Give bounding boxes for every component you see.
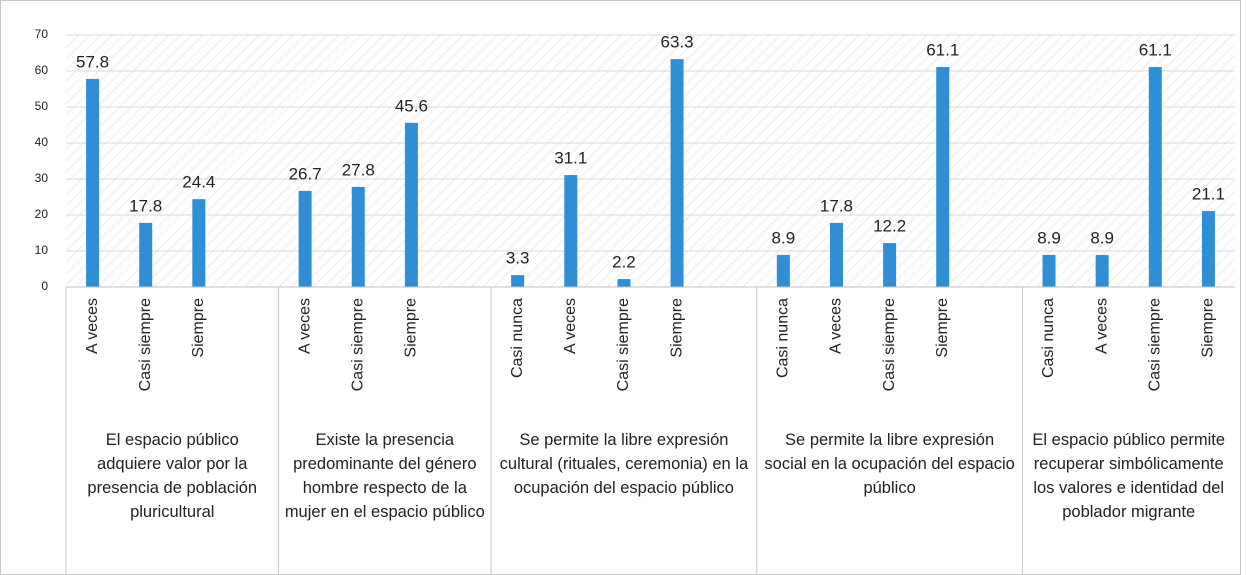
value-label: 8.9 (1037, 228, 1061, 247)
y-tick-label: 20 (35, 207, 49, 221)
bar (670, 59, 684, 288)
x-tick-label: Casi nunca (1040, 298, 1057, 378)
x-tick-label: Siempre (190, 298, 207, 358)
x-tick-label: Casi siempre (349, 298, 366, 391)
x-tick-label: Casi nunca (509, 298, 526, 378)
bar (1148, 67, 1162, 287)
value-label: 61.1 (1139, 41, 1172, 60)
y-tick-label: 50 (35, 99, 49, 113)
x-tick-label: A veces (84, 298, 101, 354)
value-label: 26.7 (289, 164, 322, 183)
bar (564, 175, 578, 287)
y-tick-label: 10 (35, 243, 49, 257)
bar (1042, 254, 1056, 287)
y-tick-label: 30 (35, 171, 49, 185)
bar (936, 67, 950, 287)
x-tick-label: Casi siempre (1147, 298, 1164, 391)
value-label: 21.1 (1192, 185, 1225, 204)
value-label: 63.3 (661, 33, 694, 52)
value-label: 17.8 (129, 196, 162, 215)
x-tick-label: Siempre (403, 298, 420, 358)
bar (86, 78, 100, 287)
bar (776, 254, 790, 287)
x-tick-label: A veces (828, 298, 845, 354)
x-tick-label: Siempre (934, 298, 951, 358)
x-tick-label: Siempre (1200, 298, 1217, 358)
group-label: Existe la presencia predominante del gén… (284, 431, 485, 521)
bar (511, 275, 525, 287)
bar (139, 222, 153, 287)
bar (1095, 254, 1109, 287)
bar (1201, 211, 1215, 287)
group-label: El espacio público permite recuperar sim… (1032, 431, 1226, 521)
x-tick-label: A veces (296, 298, 313, 354)
y-tick-label: 0 (41, 279, 48, 293)
plot-background (66, 35, 1235, 287)
y-tick-label: 60 (35, 63, 49, 77)
value-label: 45.6 (395, 96, 428, 115)
value-label: 8.9 (1090, 228, 1114, 247)
x-tick-label: Casi nunca (775, 298, 792, 378)
bar (298, 190, 312, 287)
x-tick-label: Siempre (668, 298, 685, 358)
bar (829, 222, 843, 287)
x-tick-label: Casi siempre (881, 298, 898, 391)
value-label: 31.1 (554, 149, 587, 168)
value-label: 12.2 (873, 217, 906, 236)
bar (404, 122, 418, 287)
value-label: 24.4 (182, 173, 215, 192)
x-tick-label: A veces (1093, 298, 1110, 354)
y-tick-label: 40 (35, 135, 49, 149)
x-tick-label: Casi siempre (137, 298, 154, 391)
x-tick-label: A veces (562, 298, 579, 354)
group-label: El espacio público adquiere valor por la… (87, 431, 258, 521)
value-label: 57.8 (76, 52, 109, 71)
value-label: 8.9 (772, 228, 796, 247)
group-label: Se permite la libre expresión cultural (… (499, 431, 749, 497)
value-label: 27.8 (342, 160, 375, 179)
group-label: Se permite la libre expresión social en … (764, 431, 1015, 497)
y-tick-label: 70 (35, 27, 49, 41)
bar (192, 199, 206, 287)
value-label: 3.3 (506, 249, 530, 268)
bar (617, 279, 631, 287)
value-label: 17.8 (820, 196, 853, 215)
x-tick-label: Casi siempre (615, 298, 632, 391)
value-label: 61.1 (926, 41, 959, 60)
value-label: 2.2 (612, 253, 636, 272)
bar (351, 186, 365, 287)
bar (883, 243, 897, 287)
